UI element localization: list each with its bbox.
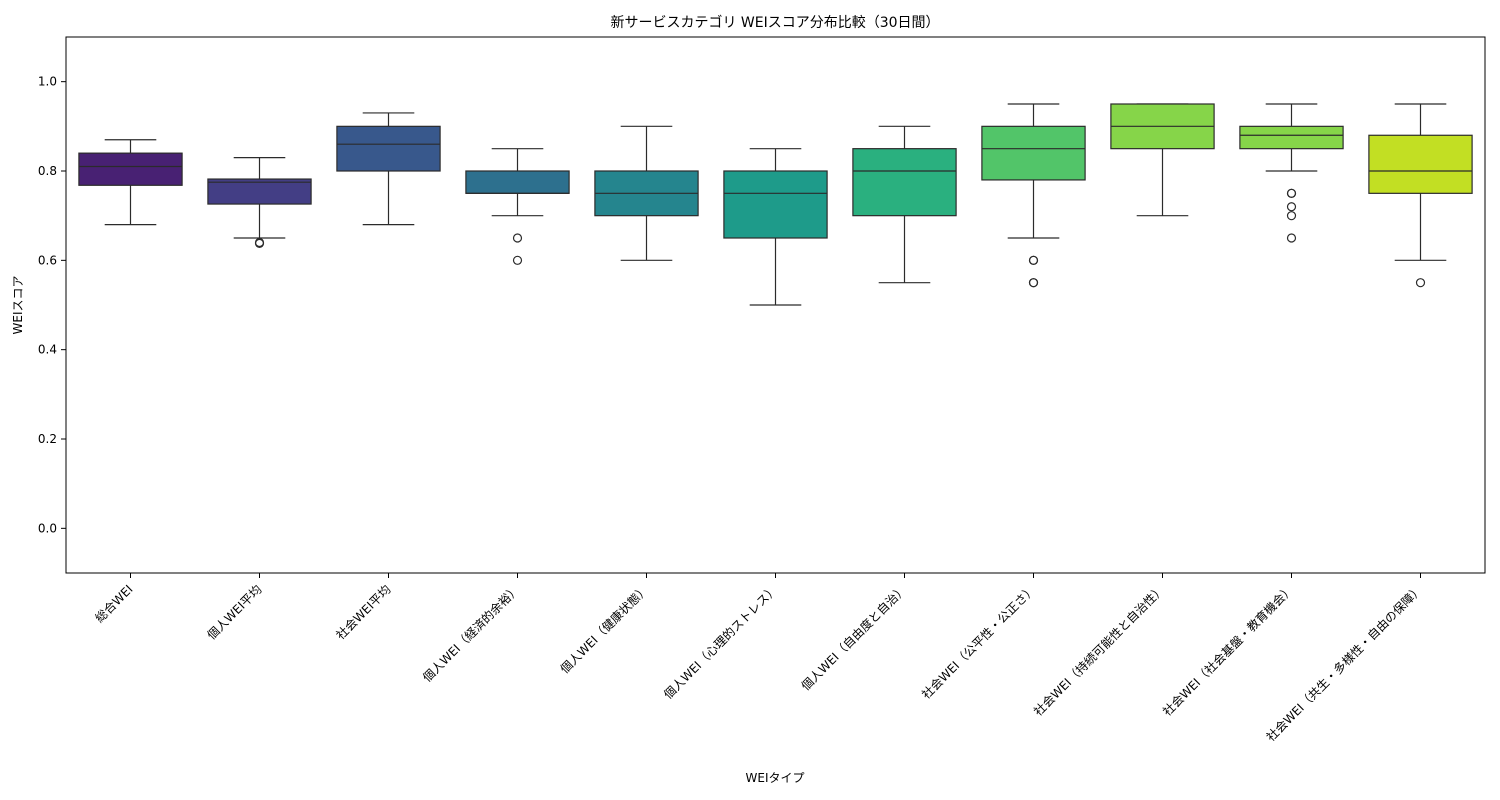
outlier-point xyxy=(1286,188,1297,198)
box-iqr xyxy=(1239,125,1344,150)
outlier-point xyxy=(512,233,523,243)
outlier-point xyxy=(1286,233,1297,243)
box-iqr xyxy=(852,148,957,217)
outlier-point xyxy=(1028,278,1039,288)
box-group xyxy=(981,103,1086,288)
box-iqr xyxy=(207,178,312,205)
y-tick-label: 0.6 xyxy=(38,253,57,267)
y-tick-label: 0.4 xyxy=(38,343,57,357)
outlier-point xyxy=(254,237,265,248)
box-group xyxy=(1239,103,1344,243)
x-axis-title: WEIタイプ xyxy=(746,771,805,785)
y-tick-label: 0.8 xyxy=(38,164,57,178)
x-tick-label: 社会WEI平均 xyxy=(333,582,394,643)
y-tick-label: 0.0 xyxy=(38,521,57,535)
box-group xyxy=(852,125,957,284)
outlier-point xyxy=(512,255,523,265)
outlier-point xyxy=(1415,278,1426,288)
x-tick-label: 社会WEI（公平性・公正さ） xyxy=(918,582,1038,702)
x-tick-label: 個人WEI平均 xyxy=(205,582,265,642)
x-tick-label: 個人WEI（経済的余裕） xyxy=(419,582,522,685)
x-tick-label: 個人WEI（自由度と自治） xyxy=(798,582,910,694)
x-tick-label: 個人WEI（健康状態） xyxy=(557,582,652,677)
box-iqr xyxy=(1368,134,1473,194)
box-group xyxy=(1368,103,1473,288)
box-iqr xyxy=(465,170,570,194)
box-group xyxy=(336,112,441,226)
box-group xyxy=(723,148,828,306)
box-group xyxy=(465,148,570,265)
box-iqr xyxy=(723,170,828,239)
y-axis: 0.0 0.2 0.4 0.6 0.8 1.0 xyxy=(38,75,66,535)
x-axis: 総合WEI 個人WEI平均 社会WEI平均 個人WEI（経済的余裕） 個人WEI（健康状… xyxy=(92,573,1426,744)
box-iqr xyxy=(981,125,1086,181)
outlier-point xyxy=(1286,202,1297,212)
x-tick-label: 社会WEI（共生・多様性・自由の保障） xyxy=(1263,582,1426,745)
y-tick-label: 1.0 xyxy=(38,75,57,89)
outlier-point xyxy=(1028,255,1039,265)
chart-title: 新サービスカテゴリ WEIスコア分布比較（30日間） xyxy=(610,14,939,31)
box-group xyxy=(78,139,183,226)
y-axis-title: WEIスコア xyxy=(11,276,25,335)
x-tick-label: 個人WEI（心理的ストレス） xyxy=(660,582,780,702)
box-iqr xyxy=(78,152,183,186)
x-tick-label: 総合WEI xyxy=(92,582,136,626)
x-tick-label: 社会WEI（持続可能性と自治性） xyxy=(1030,582,1167,719)
outlier-point xyxy=(1286,211,1297,221)
box-group xyxy=(207,157,312,248)
y-tick-label: 0.2 xyxy=(38,432,57,446)
box-group xyxy=(1110,103,1215,217)
box-iqr xyxy=(336,125,441,172)
x-tick-label: 社会WEI（社会基盤・教育機会） xyxy=(1159,582,1296,719)
plot-area xyxy=(78,103,1473,306)
box-group xyxy=(594,125,699,261)
